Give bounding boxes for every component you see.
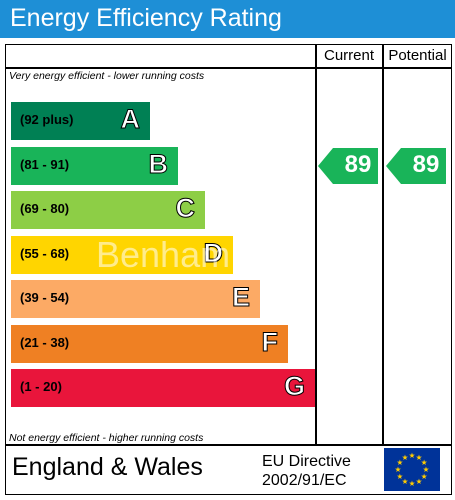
column-header-current: Current [323, 47, 375, 64]
band-range-label: (55 - 68) [20, 246, 70, 261]
eu-star-icon: ★ [416, 477, 423, 486]
arrow-value: 89 [344, 151, 372, 178]
eu-star-icon: ★ [409, 479, 416, 488]
region-label: England & Wales [12, 453, 203, 481]
eu-flag-field [384, 448, 440, 491]
band-letter: B [148, 149, 168, 180]
eu-star-icon: ★ [397, 472, 404, 481]
band-letter: A [120, 104, 140, 135]
eu-star-icon: ★ [402, 453, 409, 462]
eu-directive: EU Directive 2002/91/EC [262, 452, 351, 490]
band-f: (21 - 38) F [11, 325, 288, 363]
band-letter: E [231, 282, 250, 313]
band-range-label: (92 plus) [20, 112, 74, 127]
arrow-current: 89 [318, 148, 378, 184]
band-a: (92 plus) A [11, 102, 150, 140]
arrow-value: 89 [412, 151, 440, 178]
note-inefficient: Not energy efficient - higher running co… [9, 432, 204, 444]
band-b: (81 - 91) B [11, 147, 178, 185]
eu-star-icon: ★ [397, 458, 404, 467]
header-bar: Energy Efficiency Rating [0, 0, 455, 38]
band-range-label: (69 - 80) [20, 201, 70, 216]
arrow-shape [386, 148, 446, 184]
eu-star-icon: ★ [416, 453, 423, 462]
band-range-label: (81 - 91) [20, 157, 70, 172]
band-range-label: (1 - 20) [20, 379, 62, 394]
band-g: (1 - 20) G [11, 369, 315, 407]
arrow-potential: 89 [386, 148, 446, 184]
eu-star-icon: ★ [421, 458, 428, 467]
arrow-fill [386, 148, 446, 184]
band-d: (55 - 68) D [11, 236, 233, 274]
eu-star-icon: ★ [395, 465, 402, 474]
divider-potential [382, 44, 384, 445]
band-range-label: (39 - 54) [20, 290, 70, 305]
eu-directive-line2: 2002/91/EC [262, 472, 347, 489]
watermark: Benham [96, 234, 231, 275]
eu-star-icon: ★ [402, 477, 409, 486]
eu-star-icon: ★ [421, 472, 428, 481]
band-letter: C [175, 193, 195, 224]
footer-row-divider [5, 444, 452, 446]
header-row-divider [5, 67, 452, 69]
arrow-fill [318, 148, 378, 184]
divider-current [315, 44, 317, 445]
eu-directive-line1: EU Directive [262, 453, 351, 470]
rating-frame [5, 44, 452, 495]
band-range-label: (21 - 38) [20, 335, 70, 350]
band-letter: G [283, 371, 305, 402]
eu-star-icon: ★ [409, 451, 416, 460]
band-letter: D [203, 238, 223, 269]
band-c: (69 - 80) C [11, 191, 205, 229]
eu-star-icon: ★ [423, 465, 430, 474]
band-letter: F [261, 327, 278, 358]
chart-title: Energy Efficiency Rating [10, 4, 282, 32]
arrow-shape [318, 148, 378, 184]
eu-flag-icon: ★ ★★★★★★★★★★★ [384, 448, 440, 491]
note-efficient: Very energy efficient - lower running co… [9, 70, 205, 82]
band-e: (39 - 54) E [11, 280, 260, 318]
column-header-potential: Potential [388, 47, 447, 64]
